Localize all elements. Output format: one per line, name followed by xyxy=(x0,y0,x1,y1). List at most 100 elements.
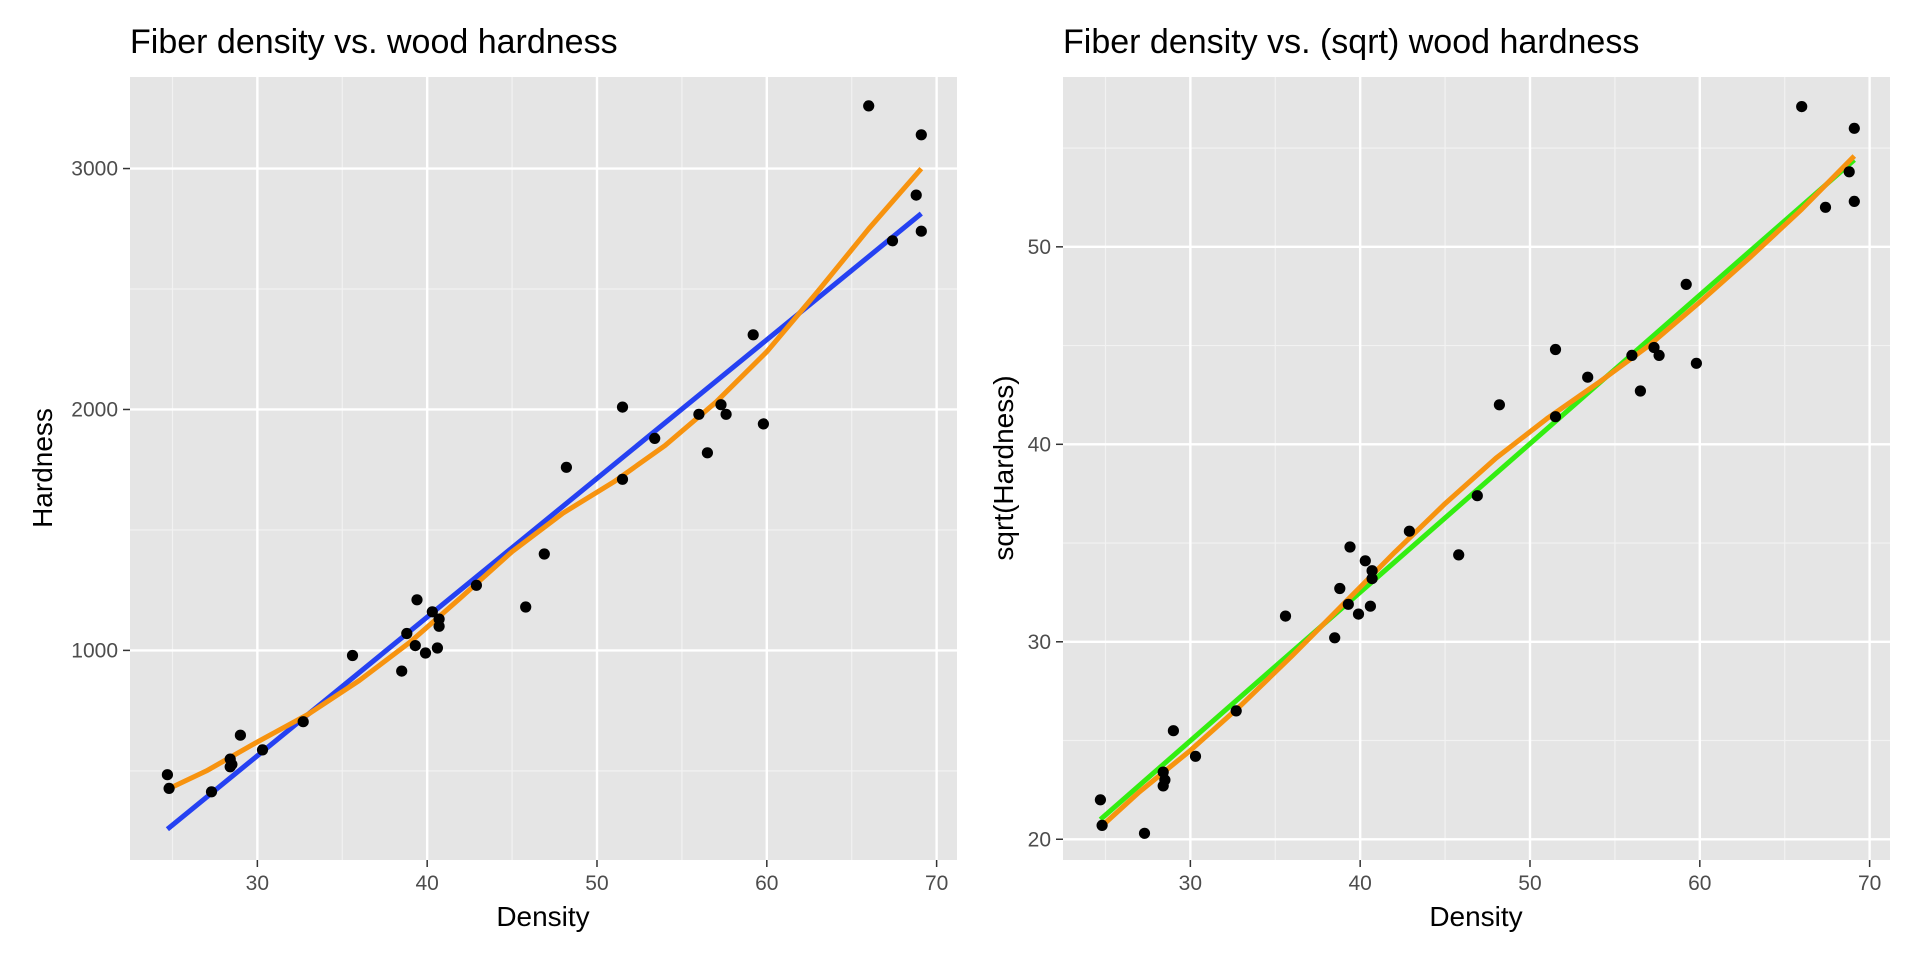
chart-panel-sqrt-hardness: Fiber density vs. (sqrt) wood hardness 3… xyxy=(988,23,1890,932)
data-point xyxy=(1848,195,1860,207)
x-tick-label: 40 xyxy=(1348,872,1371,895)
data-point xyxy=(1471,490,1483,502)
data-point xyxy=(409,640,421,652)
data-point xyxy=(1690,357,1702,369)
data-point xyxy=(1334,582,1346,595)
y-tick-label: 40 xyxy=(1028,433,1051,456)
data-point xyxy=(649,432,661,444)
data-point xyxy=(226,758,238,771)
gridlines xyxy=(1063,77,1890,860)
data-point xyxy=(1159,774,1171,786)
y-tick-label: 1000 xyxy=(71,639,118,662)
points-layer xyxy=(1094,101,1860,839)
data-point xyxy=(470,579,482,591)
x-tick-label: 40 xyxy=(415,872,438,895)
data-point xyxy=(1189,750,1202,762)
data-point xyxy=(1680,278,1692,290)
y-tick-label: 20 xyxy=(1028,828,1051,851)
y-tick-label: 50 xyxy=(1028,236,1051,259)
data-point xyxy=(205,786,218,798)
data-point xyxy=(915,225,927,237)
data-point xyxy=(863,100,875,112)
data-point xyxy=(693,408,705,420)
chart-title: Fiber density vs. (sqrt) wood hardness xyxy=(1063,23,1639,61)
y-tick-label: 3000 xyxy=(71,158,118,181)
x-tick-label: 60 xyxy=(1688,872,1711,895)
x-tick-labels: 30 40 50 60 70 xyxy=(246,860,948,895)
plot-background xyxy=(130,77,957,860)
series-layer xyxy=(1098,154,1857,830)
y-tick-label: 30 xyxy=(1028,631,1051,654)
data-point xyxy=(256,744,269,756)
data-point xyxy=(915,129,927,141)
chart-panel-hardness: Fiber density vs. wood hardness 30 40 50 60… xyxy=(27,23,957,932)
data-point xyxy=(720,408,732,420)
smooth-fit-line xyxy=(166,166,924,792)
data-point xyxy=(1359,555,1371,567)
x-axis-label: Density xyxy=(1429,901,1522,932)
data-point xyxy=(616,473,629,485)
data-point xyxy=(431,642,443,654)
data-point xyxy=(1843,166,1855,178)
chart-title: Fiber density vs. wood hardness xyxy=(130,23,618,61)
data-point xyxy=(910,189,922,201)
data-point xyxy=(1819,201,1832,213)
data-point xyxy=(419,647,432,659)
gridlines xyxy=(130,77,957,860)
points-layer xyxy=(161,100,927,798)
data-point xyxy=(1352,608,1365,620)
x-axis-label: Density xyxy=(496,901,589,932)
x-tick-label: 30 xyxy=(1179,872,1202,895)
data-point xyxy=(1796,101,1808,113)
data-point xyxy=(396,665,408,677)
data-point xyxy=(886,235,899,247)
data-point xyxy=(161,769,173,781)
data-point xyxy=(1096,819,1108,832)
data-point xyxy=(346,649,359,662)
data-point xyxy=(1364,600,1376,612)
data-point xyxy=(520,601,532,613)
x-tick-label: 60 xyxy=(755,872,778,895)
y-axis-label: sqrt(Hardness) xyxy=(988,375,1019,560)
smooth-fit-line xyxy=(1098,154,1857,830)
data-point xyxy=(433,613,445,625)
data-point xyxy=(1493,399,1505,411)
data-point xyxy=(616,401,629,413)
data-point xyxy=(1653,349,1665,361)
data-point xyxy=(1279,610,1292,622)
linear-fit-line xyxy=(1098,158,1856,822)
data-point xyxy=(747,329,759,341)
data-point xyxy=(1094,794,1106,806)
data-point xyxy=(560,461,573,473)
x-tick-label: 30 xyxy=(246,872,269,895)
data-point xyxy=(1626,349,1638,361)
series-layer xyxy=(165,166,924,832)
data-point xyxy=(234,729,246,741)
data-point xyxy=(757,418,770,430)
y-tick-labels: 20 30 40 50 xyxy=(1028,236,1063,851)
data-point xyxy=(1634,385,1646,397)
data-point xyxy=(401,627,413,640)
data-point xyxy=(163,782,175,795)
data-point xyxy=(1138,827,1151,839)
data-point xyxy=(297,716,309,728)
data-point xyxy=(1342,598,1354,610)
y-tick-label: 2000 xyxy=(71,398,118,421)
data-point xyxy=(1403,525,1415,537)
data-point xyxy=(1344,541,1356,553)
x-tick-label: 70 xyxy=(1858,872,1881,895)
data-point xyxy=(715,399,727,411)
data-point xyxy=(1230,705,1242,717)
x-tick-label: 50 xyxy=(1518,872,1541,895)
x-tick-label: 50 xyxy=(585,872,608,895)
data-point xyxy=(1366,565,1378,577)
data-point xyxy=(1453,549,1465,561)
data-point xyxy=(426,606,438,618)
y-axis-label: Hardness xyxy=(27,408,58,528)
data-point xyxy=(1582,371,1594,383)
data-point xyxy=(411,594,423,606)
data-point xyxy=(1848,122,1860,134)
x-tick-label: 70 xyxy=(925,872,948,895)
data-point xyxy=(538,548,550,560)
